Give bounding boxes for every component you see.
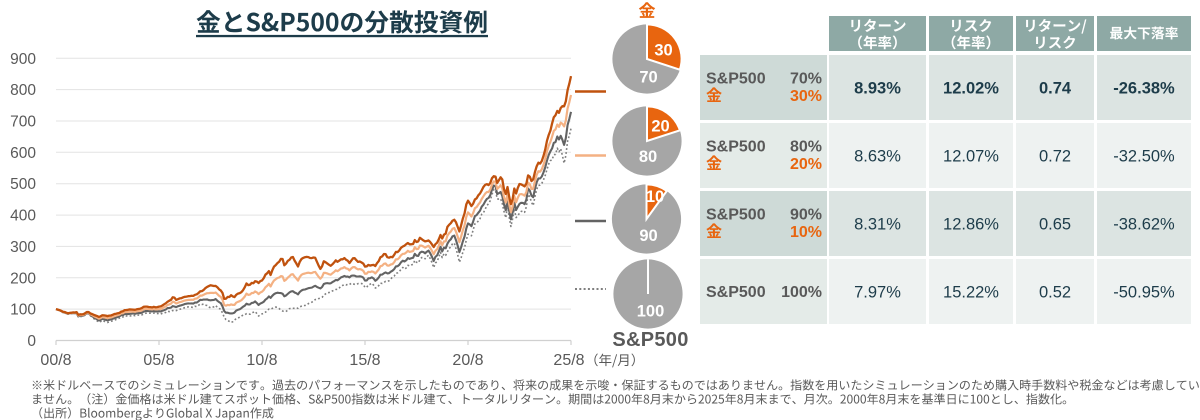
- svg-text:15.22%: 15.22%: [943, 283, 999, 301]
- svg-text:20%: 20%: [790, 156, 822, 173]
- svg-text:15/8: 15/8: [349, 352, 380, 369]
- svg-text:10%: 10%: [790, 224, 822, 241]
- svg-text:200: 200: [10, 270, 36, 287]
- svg-text:10: 10: [646, 188, 664, 206]
- svg-text:700: 700: [10, 114, 36, 131]
- svg-text:12.07%: 12.07%: [943, 147, 999, 165]
- svg-text:500: 500: [10, 176, 36, 193]
- svg-text:8.93%: 8.93%: [854, 79, 901, 97]
- svg-text:0.65: 0.65: [1039, 215, 1071, 233]
- svg-text:90: 90: [639, 227, 657, 245]
- svg-text:80: 80: [639, 148, 657, 166]
- svg-text:-32.50%: -32.50%: [1113, 147, 1175, 165]
- svg-text:400: 400: [10, 208, 36, 225]
- svg-text:S&P500: S&P500: [706, 71, 766, 88]
- svg-text:25/8: 25/8: [553, 352, 584, 369]
- svg-text:800: 800: [10, 82, 36, 99]
- svg-text:12.02%: 12.02%: [943, 79, 999, 97]
- svg-text:30%: 30%: [790, 88, 822, 105]
- svg-text:70%: 70%: [790, 71, 822, 88]
- svg-text:100%: 100%: [781, 284, 822, 301]
- svg-text:600: 600: [10, 145, 36, 162]
- svg-text:05/8: 05/8: [143, 352, 174, 369]
- svg-text:S&P500: S&P500: [706, 139, 766, 156]
- svg-text:S&P500: S&P500: [612, 329, 688, 351]
- svg-text:S&P500: S&P500: [706, 284, 766, 301]
- svg-text:-26.38%: -26.38%: [1113, 79, 1175, 97]
- svg-text:30: 30: [654, 41, 672, 59]
- svg-text:10/8: 10/8: [246, 352, 277, 369]
- svg-text:12.86%: 12.86%: [943, 215, 999, 233]
- svg-text:100: 100: [10, 302, 36, 319]
- svg-text:8.63%: 8.63%: [854, 147, 901, 165]
- svg-text:70: 70: [639, 68, 657, 86]
- svg-text:0: 0: [27, 333, 36, 350]
- svg-text:7.97%: 7.97%: [854, 283, 901, 301]
- svg-text:20/8: 20/8: [452, 352, 483, 369]
- svg-text:0.72: 0.72: [1039, 147, 1071, 165]
- svg-text:0.52: 0.52: [1039, 283, 1071, 301]
- svg-text:90%: 90%: [790, 207, 822, 224]
- svg-text:20: 20: [651, 117, 669, 135]
- svg-text:8.31%: 8.31%: [854, 215, 901, 233]
- svg-text:-50.95%: -50.95%: [1113, 283, 1175, 301]
- svg-text:0.74: 0.74: [1039, 79, 1072, 97]
- svg-text:100: 100: [637, 302, 665, 320]
- svg-text:S&P500: S&P500: [706, 207, 766, 224]
- svg-text:900: 900: [10, 51, 36, 68]
- svg-text:00/8: 00/8: [40, 352, 71, 369]
- svg-text:300: 300: [10, 239, 36, 256]
- svg-text:-38.62%: -38.62%: [1113, 215, 1175, 233]
- svg-text:80%: 80%: [790, 139, 822, 156]
